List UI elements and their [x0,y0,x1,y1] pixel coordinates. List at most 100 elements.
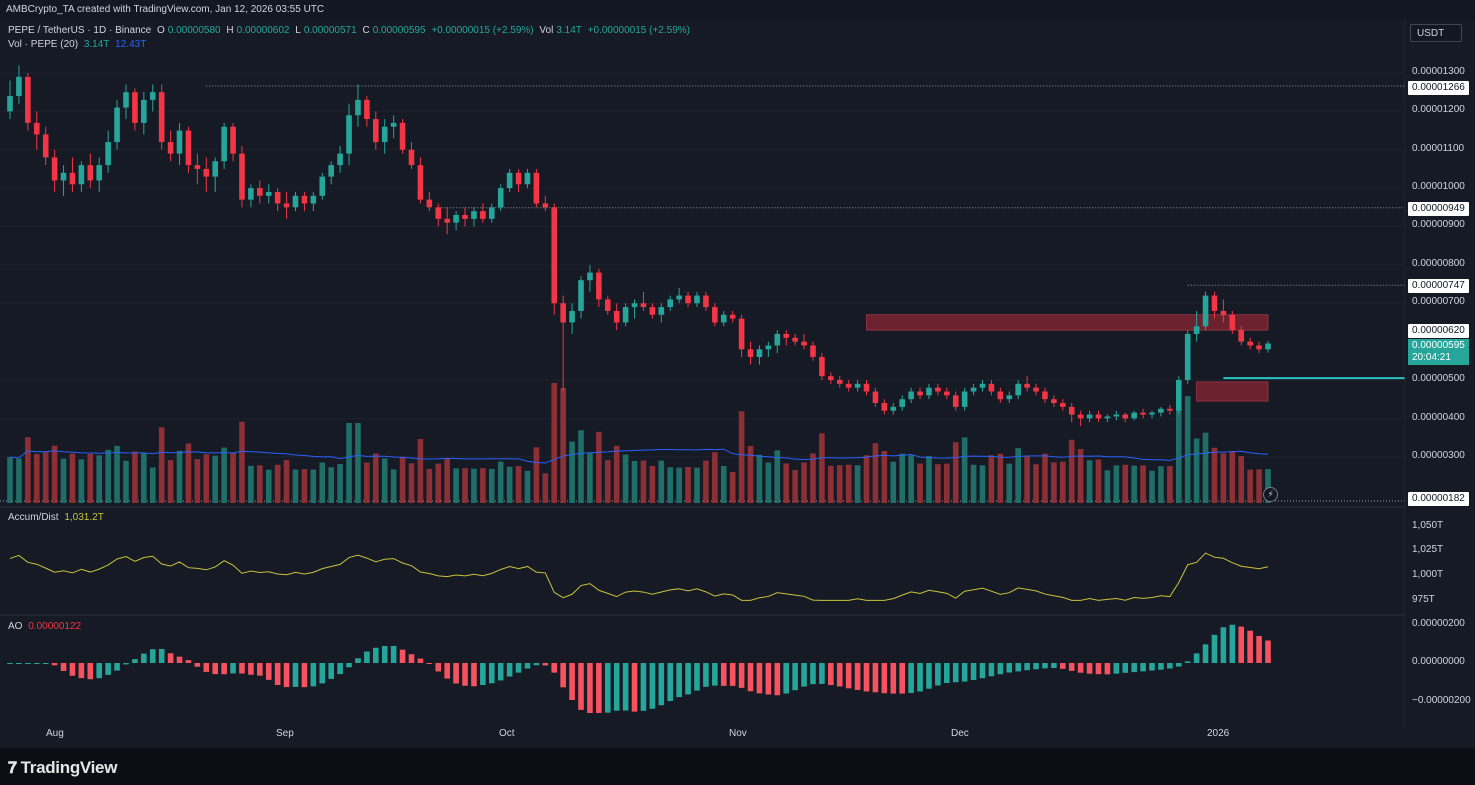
ao-bar [569,663,575,701]
candle [1184,330,1191,384]
ao-bar [248,663,254,675]
candle-body [176,130,183,154]
ao-bar [1104,663,1111,675]
volume-bar [114,445,120,503]
candle-body [453,214,459,223]
ao-label: AO [8,621,23,632]
ao-bar [658,663,665,706]
volume-bar [560,388,566,503]
candle-body [265,191,272,196]
ao-bar [542,663,549,666]
ao-bar [310,663,317,687]
candle-body [1024,383,1030,388]
price-level-tag: 0.00000949 [1408,202,1469,216]
volume-bar [952,442,959,503]
candle-body [1095,414,1102,419]
volume-bar [292,469,299,503]
volume-bar [738,411,745,503]
ao-legend: AO 0.00000122 [8,621,84,632]
candle-body [783,333,790,338]
volume-bar [551,383,558,503]
ao-bar [149,649,156,663]
candle-body [381,126,388,143]
ao-tick: −0.00000200 [1412,695,1471,706]
price-tick: 0.00000500 [1412,373,1465,384]
volume-bar [1149,470,1155,503]
candle-body [435,207,442,219]
candle-body [1175,380,1182,411]
ao-bar [51,663,58,666]
candle [890,403,897,415]
candle-body [221,126,227,162]
candle-body [105,142,111,166]
volume-bar [613,445,620,503]
time-tick: 2026 [1207,728,1230,739]
candle [426,191,433,212]
volume-bar [988,455,995,503]
ao-bar [42,663,49,664]
candle-body [703,295,709,308]
candle [33,111,40,150]
candle-body [399,122,406,150]
candle [176,122,183,166]
price-tick: 0.00000800 [1412,258,1465,269]
volume-bar [1113,465,1120,503]
ao-bar [613,663,620,711]
candle [488,203,495,223]
candle-body [158,92,165,143]
candle [756,345,763,365]
ao-bar [1229,624,1236,663]
ao-bar [712,663,718,686]
candle [373,111,379,150]
ao-bar [1184,661,1191,663]
candle-body [881,403,888,411]
candle [141,92,147,135]
volume-bar [640,460,647,503]
ao-bar [132,659,138,663]
time-tick: Sep [276,728,294,739]
candle-body [988,383,995,392]
candle-body [212,161,219,177]
volume-bar [587,453,593,503]
ao-tick: 0.00000200 [1412,618,1465,629]
volume-bar [792,470,798,503]
candle [25,73,31,131]
candle-body [123,92,129,108]
ao-bar [703,663,709,687]
volume-bar [1140,465,1146,503]
volume-bar [890,461,897,503]
ao-bar [952,663,959,683]
ao-bar [123,663,129,665]
candle-body [685,295,691,304]
price-tick: 0.00000900 [1412,219,1465,230]
candle-body [319,176,326,196]
ao-bar [533,663,540,666]
legend-open: 0.00000580 [167,25,221,36]
candle-body [569,310,575,323]
volume-bar [1068,439,1075,503]
volume-bar [25,437,31,503]
volume-bar [810,453,816,503]
ao-bar [1015,663,1021,672]
volume-ma-line [9,448,1269,464]
candle [1122,412,1129,423]
candle-body [819,356,825,377]
candle-body [78,165,85,185]
chart-canvas[interactable] [0,20,1405,728]
candle-body [596,272,602,300]
candle-body [1238,330,1245,342]
candle [1149,410,1155,419]
ao-bar [328,663,334,679]
ao-bar [560,663,566,688]
candle-body [1202,295,1209,327]
lightning-icon[interactable]: ⚡ [1263,487,1278,502]
volume-bar [1033,464,1039,503]
candle [132,88,138,131]
ao-tick: 0.00000000 [1412,656,1465,667]
candle [114,99,120,150]
currency-button[interactable]: USDT [1410,24,1462,42]
candle [212,157,219,192]
volume-bar [667,467,674,503]
ao-bar [355,658,361,663]
candle [1113,410,1120,421]
